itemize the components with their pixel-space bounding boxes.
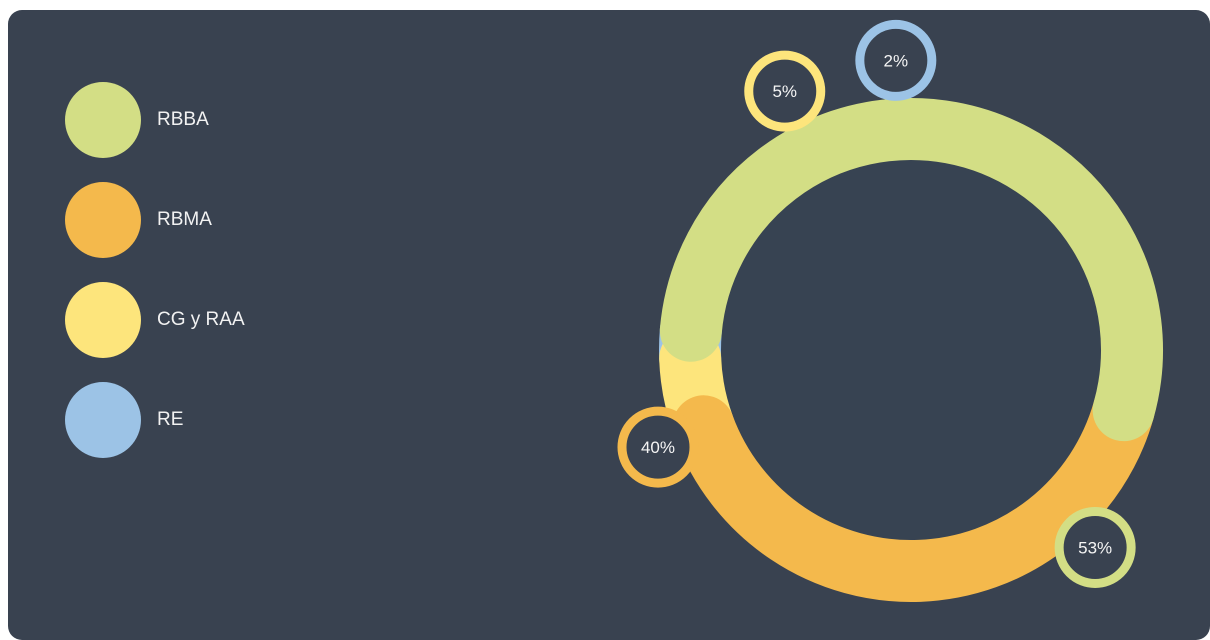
donut-segment-rbma <box>672 379 1155 602</box>
percent-label: 5% <box>772 82 797 101</box>
percent-label: 40% <box>641 438 675 457</box>
donut-segment-rbba <box>659 98 1163 442</box>
legend-swatch-rbba <box>65 82 141 158</box>
donut-badges: 53% 40% 5% 2% <box>617 19 1136 588</box>
legend-item-rbba: RBBA <box>65 82 305 182</box>
percent-label: 2% <box>884 51 909 70</box>
percent-badge-ring <box>1054 506 1136 588</box>
percent-badge-rbma: 40% <box>617 406 699 488</box>
percent-badge-rbba: 53% <box>1054 506 1136 588</box>
percent-label: 53% <box>1078 538 1112 557</box>
legend-label-cg-y-raa: CG y RAA <box>157 309 245 330</box>
legend-item-re: RE <box>65 382 305 482</box>
chart-panel: RBBA RBMA CG y RAA RE 53% 40% 5% 2% <box>8 10 1210 640</box>
percent-badge-ring <box>744 50 826 132</box>
legend-item-rbma: RBMA <box>65 182 305 282</box>
donut-chart: 53% 40% 5% 2% <box>617 19 1163 602</box>
legend-swatch-rbma <box>65 182 141 258</box>
legend-label-rbma: RBMA <box>157 209 212 230</box>
legend-label-re: RE <box>157 409 184 430</box>
donut-segments <box>659 98 1163 602</box>
percent-badge-re: 2% <box>855 19 937 101</box>
legend-swatch-re <box>65 382 141 458</box>
percent-badge-cg-y-raa: 5% <box>744 50 826 132</box>
legend-swatch-cg-y-raa <box>65 282 141 358</box>
legend-label-rbba: RBBA <box>157 109 209 130</box>
percent-badge-ring <box>855 19 937 101</box>
legend: RBBA RBMA CG y RAA RE <box>65 82 305 482</box>
donut-hole <box>721 160 1101 540</box>
legend-item-cg-y-raa: CG y RAA <box>65 282 305 382</box>
percent-badge-ring <box>617 406 699 488</box>
